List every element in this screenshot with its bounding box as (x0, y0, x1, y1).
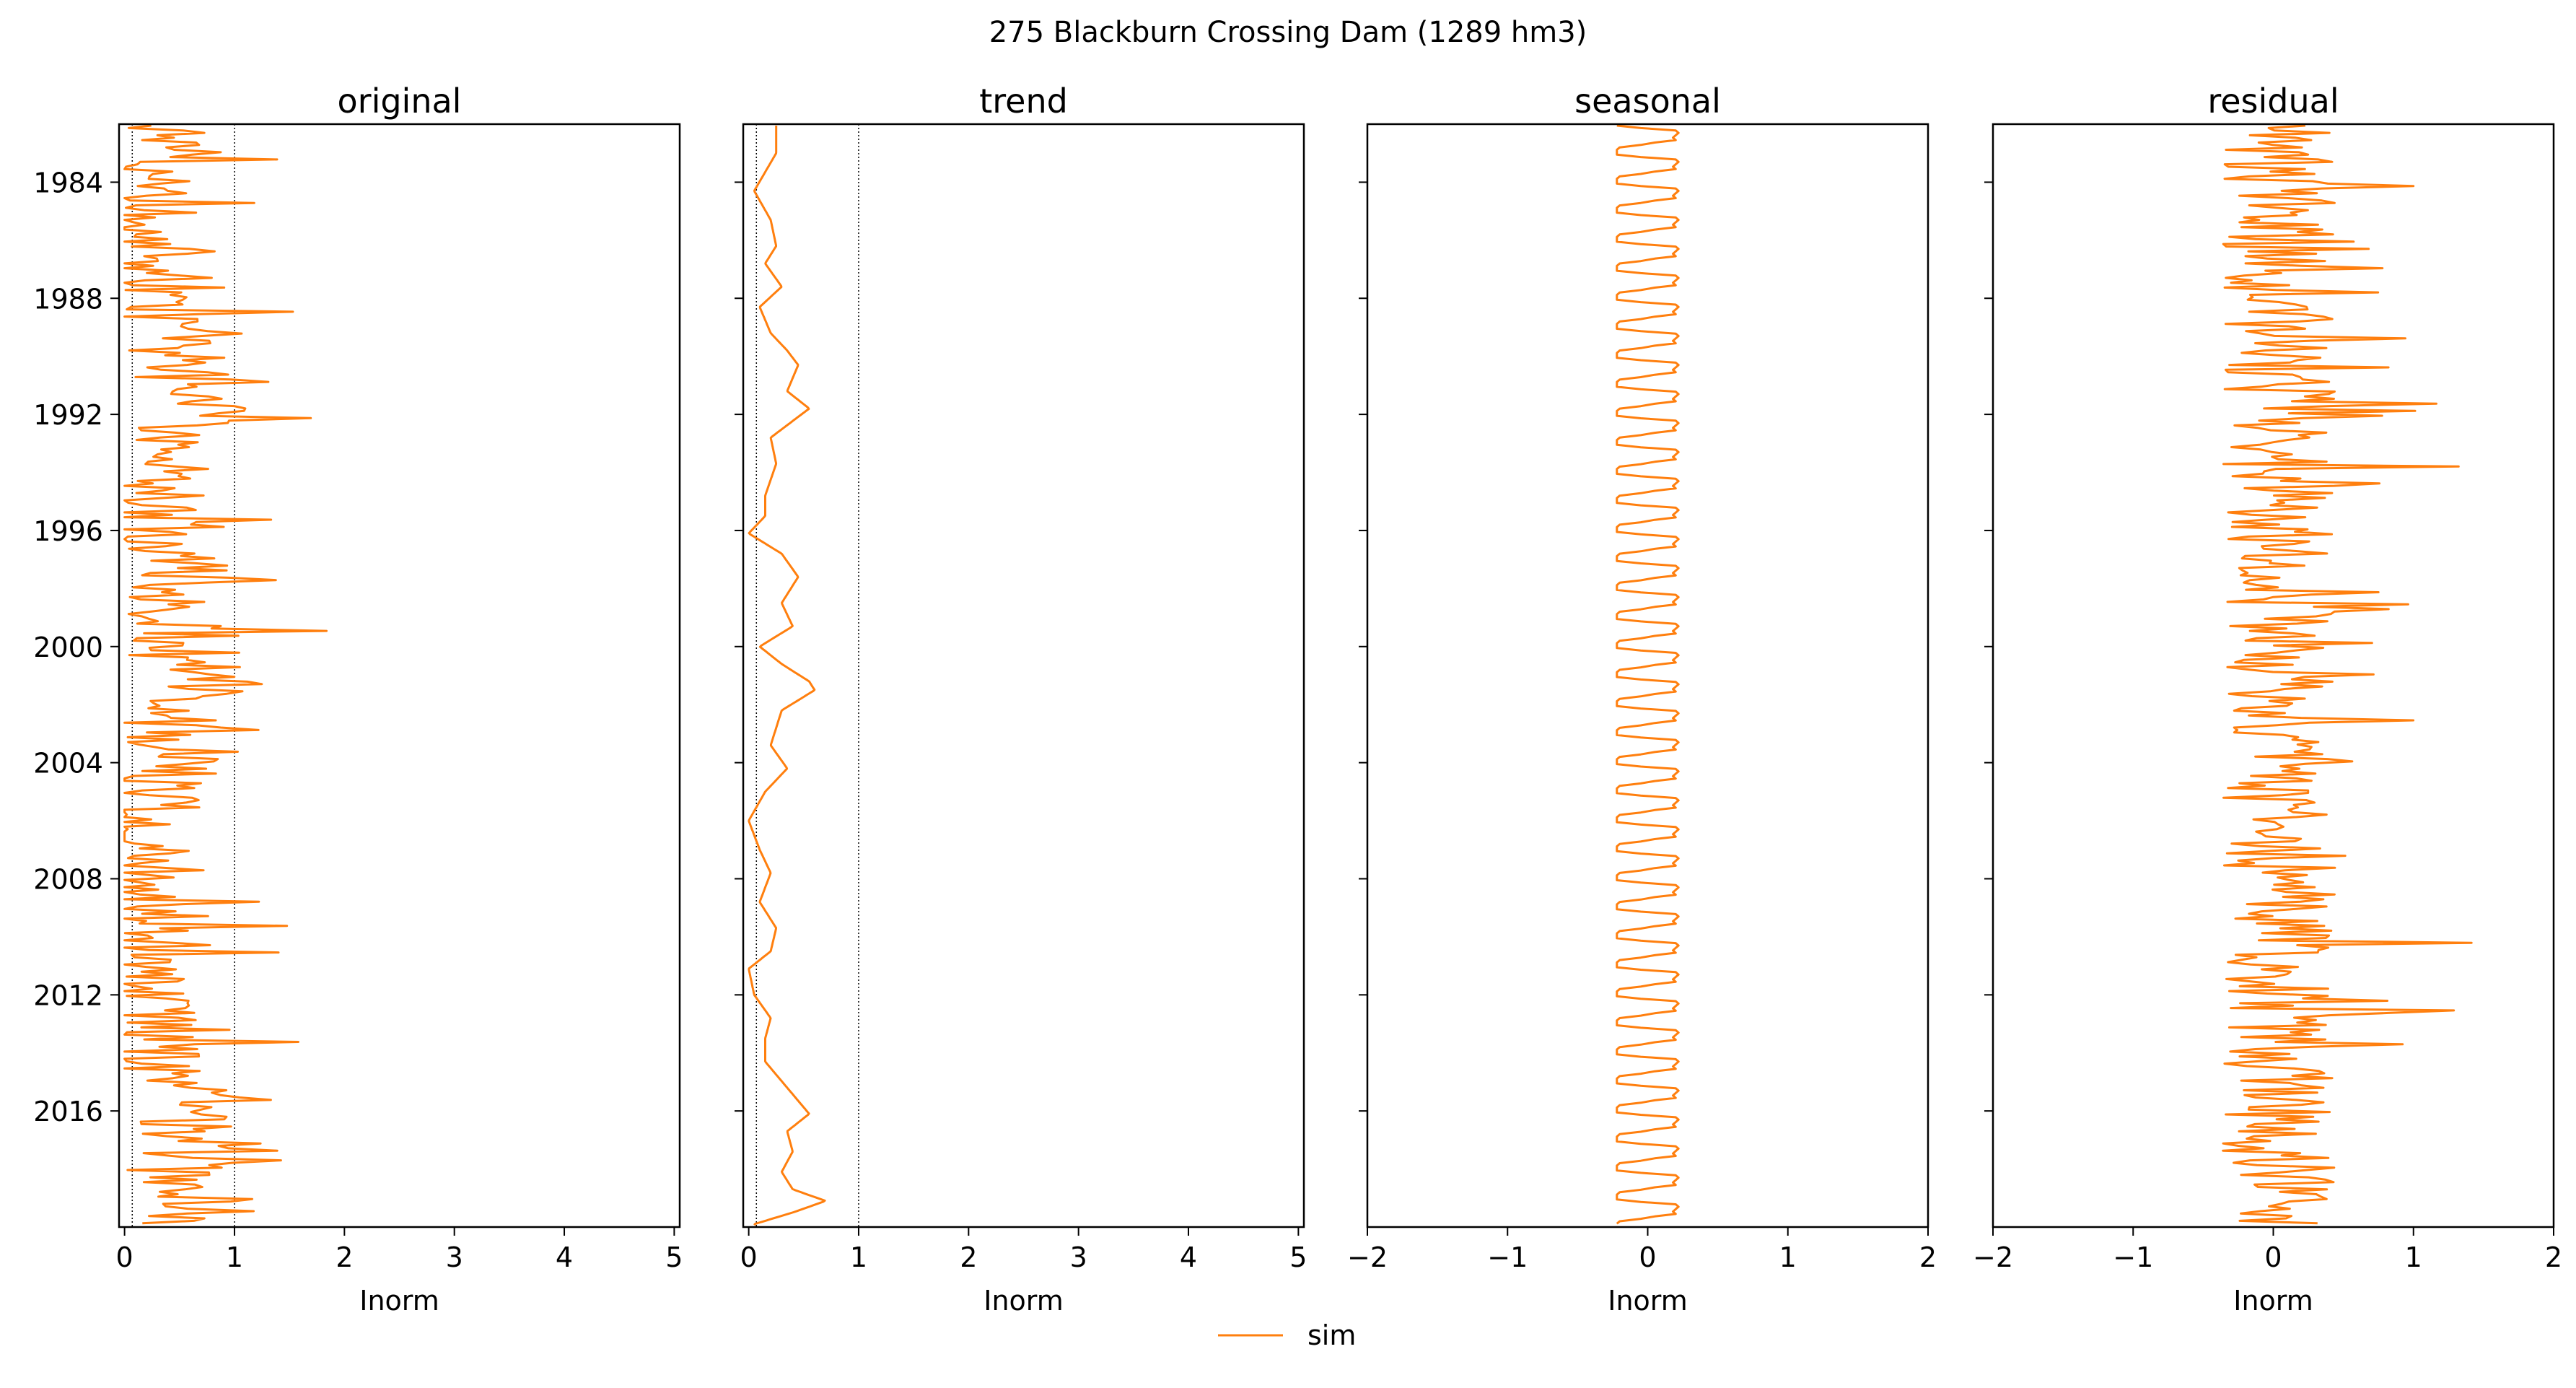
y-tick-label: 2008 (33, 863, 103, 895)
legend: sim (1218, 1319, 1356, 1351)
x-tick-label: −2 (1973, 1241, 2013, 1273)
series-line-sim (1616, 124, 1680, 1225)
x-axis-label: Inorm (983, 1285, 1064, 1317)
y-tick-label: 1984 (33, 167, 103, 198)
x-tick-label: 4 (1180, 1241, 1197, 1273)
x-tick-label: 1 (226, 1241, 243, 1273)
panel-residual: residual −2 −1 0 1 2 Inorm (1973, 82, 2562, 1317)
panel-title: original (338, 82, 462, 121)
y-tick-label: 2016 (33, 1096, 103, 1127)
x-tick-label: −1 (1487, 1241, 1528, 1273)
panel-trend: trend 0 1 2 3 4 5 Inorm (735, 82, 1307, 1317)
x-tick-label: 3 (446, 1241, 463, 1273)
x-axis-label: Inorm (359, 1285, 439, 1317)
x-tick-label: 1 (1779, 1241, 1797, 1273)
panel-title: residual (2207, 82, 2339, 121)
x-axis-label: Inorm (2233, 1285, 2313, 1317)
x-tick-label: 5 (665, 1241, 683, 1273)
y-tick-label: 1992 (33, 399, 103, 431)
x-tick-label: 3 (1070, 1241, 1087, 1273)
panel-title: trend (979, 82, 1068, 121)
x-tick-label: 0 (740, 1241, 758, 1273)
x-tick-label: 2 (336, 1241, 353, 1273)
x-tick-label: 0 (116, 1241, 133, 1273)
y-tick-label: 2004 (33, 748, 103, 780)
x-tick-label: −1 (2113, 1241, 2153, 1273)
x-tick-label: 2 (2545, 1241, 2562, 1273)
legend-label-sim: sim (1307, 1319, 1356, 1351)
x-axis-label: Inorm (1608, 1285, 1688, 1317)
y-tick-label: 1988 (33, 283, 103, 315)
x-tick-label: 2 (960, 1241, 977, 1273)
series-line-sim (2222, 124, 2473, 1225)
x-tick-label: −2 (1347, 1241, 1388, 1273)
series-line-sim (123, 124, 328, 1225)
panel-seasonal: seasonal −2 −1 0 1 2 Inorm (1347, 82, 1937, 1317)
y-tick-label: 2012 (33, 979, 103, 1011)
x-tick-label: 0 (1639, 1241, 1656, 1273)
x-tick-label: 1 (850, 1241, 867, 1273)
series-line-sim (748, 126, 826, 1226)
x-tick-label: 4 (556, 1241, 573, 1273)
x-tick-label: 2 (1919, 1241, 1937, 1273)
x-tick-label: 1 (2405, 1241, 2422, 1273)
figure-title: 275 Blackburn Crossing Dam (1289 hm3) (989, 16, 1587, 49)
axes-frame (118, 123, 681, 1228)
x-tick-label: 0 (2264, 1241, 2282, 1273)
x-tick-label: 5 (1289, 1241, 1307, 1273)
axes-frame (742, 123, 1305, 1228)
y-tick-label: 2000 (33, 632, 103, 663)
y-tick-label: 1996 (33, 515, 103, 547)
panel-title: seasonal (1574, 82, 1721, 121)
panel-original: original 0 1 2 3 4 5 1984 1988 1992 1996 2000 2004 20… (33, 82, 683, 1317)
